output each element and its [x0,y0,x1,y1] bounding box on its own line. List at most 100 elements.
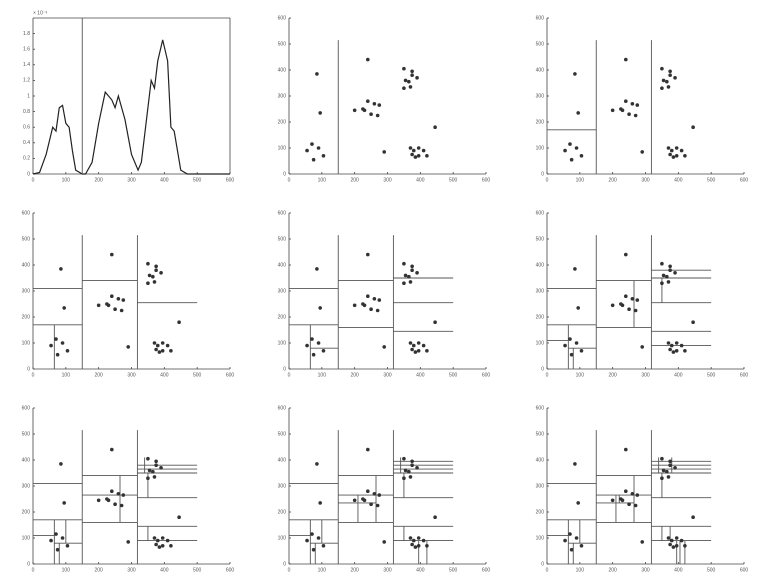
point [154,268,158,273]
y-tick-label: 100 [536,145,545,151]
point [116,297,121,301]
y-tick-label: 1 [27,93,30,99]
y-tick-label: 400 [278,67,287,73]
point [416,341,421,345]
point [416,536,421,540]
point [121,298,126,302]
x-tick-label: 600 [740,372,749,378]
point [110,447,114,452]
point [159,466,163,470]
point [433,515,437,519]
y-tick-label: 0 [283,366,286,372]
x-tick-label: 400 [674,567,683,573]
point [310,337,314,341]
y-tick-label: 600 [536,405,545,411]
point [105,302,109,306]
point [691,320,695,325]
x-tick-label: 300 [641,372,650,378]
point [402,66,406,71]
point [661,468,666,473]
point [673,76,677,80]
point [668,152,672,157]
point [666,146,671,150]
y-tick-label: 600 [22,405,31,411]
y-tick-label: 0 [283,171,286,177]
y-tick-label: 400 [536,262,545,268]
x-tick-label: 400 [416,372,425,378]
point [410,347,414,352]
point [321,349,326,353]
x-tick-label: 400 [416,567,425,573]
point [683,544,687,548]
point [105,497,109,501]
point [574,341,579,345]
point [54,337,58,341]
point [666,341,671,345]
point [633,503,638,508]
point [311,547,316,552]
point [619,302,623,306]
y-tick-label: 400 [278,457,287,463]
x-tick-label: 500 [707,372,716,378]
point [65,349,70,353]
point [62,306,66,310]
y-tick-label: 0 [27,171,30,177]
y-tick-label: 600 [278,405,287,411]
point [411,148,416,153]
y-tick-label: 500 [536,236,545,242]
y-tick-label: 0 [27,561,30,567]
point [666,280,671,284]
point [415,76,419,80]
x-tick-label: 100 [576,372,585,378]
point [407,274,411,279]
point [683,349,687,353]
y-tick-label: 600 [22,210,31,216]
point [361,497,365,501]
x-tick-label: 600 [482,177,491,183]
x-tick-label: 600 [740,567,749,573]
point [121,493,126,497]
point [377,493,382,497]
x-tick-label: 500 [449,372,458,378]
point [402,261,406,266]
point [403,78,408,83]
point [372,492,377,496]
point [311,157,316,162]
y-tick-label: 300 [278,93,287,99]
point [666,85,671,89]
point [421,148,426,153]
y-tick-label: 200 [22,509,31,515]
point [96,498,101,503]
point [668,542,672,547]
x-tick-label: 0 [288,372,291,378]
x-tick-label: 300 [641,567,650,573]
point [673,466,677,470]
point [568,532,572,536]
point [569,547,574,552]
point [416,349,421,353]
y-tick-label: 1.2 [23,78,30,84]
point [160,536,165,540]
point [382,345,387,349]
point [630,102,635,106]
point [425,349,429,353]
x-tick-label: 200 [94,567,103,573]
x-tick-label: 100 [318,567,327,573]
point [352,303,357,308]
point [576,111,580,115]
point [65,544,70,548]
point [624,252,628,257]
point [660,86,664,90]
point [110,294,114,299]
point [165,343,170,348]
exponent-label: × 10⁻³ [33,10,48,16]
point [683,154,687,158]
x-tick-label: 600 [482,567,491,573]
point [410,463,414,468]
y-tick-label: 100 [536,340,545,346]
x-tick-label: 100 [62,372,71,378]
point [410,459,414,464]
point [55,547,60,552]
point [366,57,370,62]
